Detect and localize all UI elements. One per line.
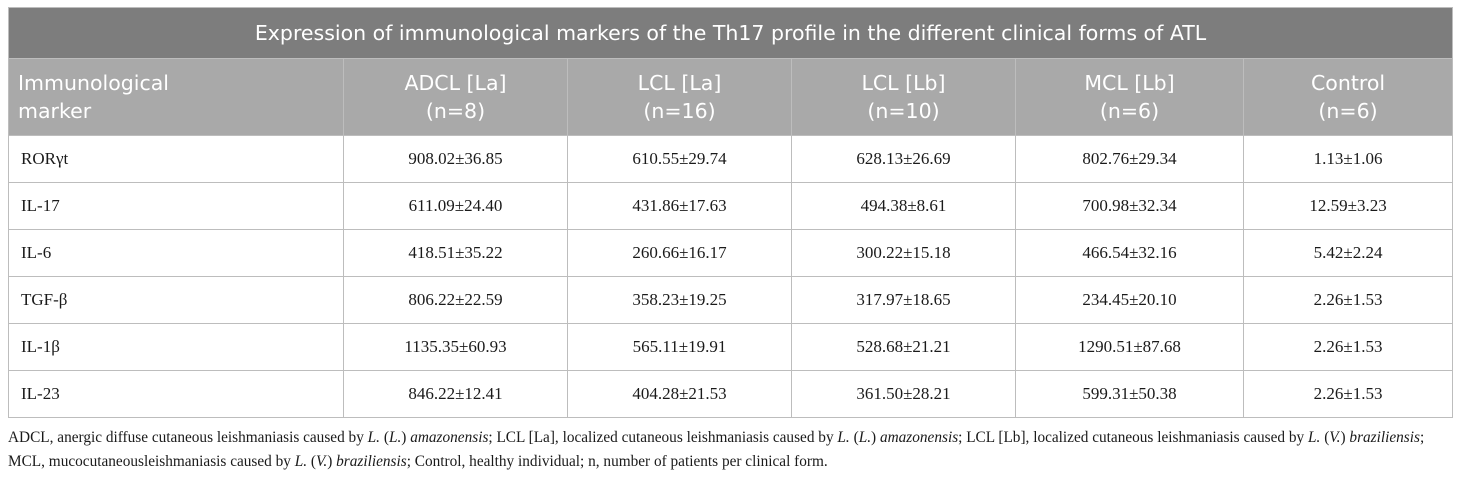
value-cell: 528.68±21.21 <box>791 323 1016 371</box>
value-cell: 358.23±19.25 <box>567 276 792 324</box>
column-header: LCL [La] (n=16) <box>567 58 792 136</box>
value-cell: 806.22±22.59 <box>343 276 568 324</box>
table-row: IL-23 846.22±12.41 404.28±21.53 361.50±28.2… <box>8 370 1454 418</box>
value-cell: 300.22±15.18 <box>791 229 1016 277</box>
value-cell: 466.54±32.16 <box>1015 229 1244 277</box>
data-table: Expression of immunological markers of t… <box>7 7 1454 418</box>
value-cell: 361.50±28.21 <box>791 370 1016 418</box>
footnote-italic-segment: L. <box>858 429 872 446</box>
column-header-line2: (n=16) <box>643 99 716 123</box>
value-cell: 599.31±50.38 <box>1015 370 1244 418</box>
table-row: RORγt 908.02±36.85 610.55±29.74 628.13±26.6… <box>8 135 1454 183</box>
footnote-segment: ( <box>380 429 389 446</box>
table-row: IL-1β 1135.35±60.93 565.11±19.91 528.68±21.… <box>8 323 1454 371</box>
value-cell: 1.13±1.06 <box>1242 135 1454 183</box>
footnote-segment: ) <box>1340 429 1350 446</box>
column-header-line2: (n=6) <box>1099 99 1160 123</box>
column-header-line2: (n=6) <box>1318 99 1378 123</box>
marker-name-cell: TGF-β <box>8 276 344 324</box>
value-cell: 2.26±1.53 <box>1242 323 1454 371</box>
value-cell: 565.11±19.91 <box>567 323 792 371</box>
value-cell: 628.13±26.69 <box>791 135 1016 183</box>
footnote-italic-segment: L. <box>367 429 381 446</box>
column-header-line1: LCL [Lb] <box>861 71 946 95</box>
marker-name-cell: IL-1β <box>8 323 344 371</box>
column-header-line2: marker <box>18 99 92 123</box>
footnote-italic-segment: braziliensis <box>336 453 407 470</box>
footnote-segment: ) <box>401 429 411 446</box>
column-header-line1: Control <box>1310 71 1386 95</box>
marker-name-cell: IL-6 <box>8 229 344 277</box>
value-cell: 1290.51±87.68 <box>1015 323 1244 371</box>
value-cell: 260.66±16.17 <box>567 229 792 277</box>
footnote-segment: ; MCL, mucocutaneousleishmaniasis caused… <box>8 429 1425 470</box>
column-header-line1: LCL [La] <box>637 71 722 95</box>
footnote-segment: ; LCL [La], localized cutaneous leishman… <box>488 429 838 446</box>
value-cell: 700.98±32.34 <box>1015 182 1244 230</box>
column-header-line1: Immunological <box>18 71 169 95</box>
value-cell: 802.76±29.34 <box>1015 135 1244 183</box>
marker-name-cell: RORγt <box>8 135 344 183</box>
value-cell: 1135.35±60.93 <box>343 323 568 371</box>
footnote-segment: ) <box>327 453 337 470</box>
footnote-segment: ADCL, anergic diffuse cutaneous leishman… <box>8 429 368 446</box>
footnote-italic-segment: V. <box>1329 429 1341 446</box>
column-header: LCL [Lb] (n=10) <box>791 58 1016 136</box>
column-header: Control (n=6) <box>1242 58 1454 136</box>
value-cell: 494.38±8.61 <box>791 182 1016 230</box>
value-cell: 908.02±36.85 <box>343 135 568 183</box>
footnote-italic-segment: braziliensis <box>1349 429 1420 446</box>
value-cell: 846.22±12.41 <box>343 370 568 418</box>
value-cell: 12.59±3.23 <box>1242 182 1454 230</box>
footnote-italic-segment: L. <box>837 429 850 446</box>
table-row: IL-17 611.09±24.40 431.86±17.63 494.38±8.61… <box>8 182 1454 230</box>
table-body: RORγt 908.02±36.85 610.55±29.74 628.13±26.6… <box>8 135 1454 418</box>
footnote-italic-segment: L. <box>388 429 402 446</box>
value-cell: 5.42±2.24 <box>1242 229 1454 277</box>
footnote-segment: ; LCL [Lb], localized cutaneous leishman… <box>958 429 1309 446</box>
footnote-italic-segment: V. <box>316 453 328 470</box>
footnote-segment: ( <box>849 429 859 446</box>
table-footnote: ADCL, anergic diffuse cutaneous leishman… <box>8 426 1454 474</box>
footnote-segment: ( <box>307 453 317 470</box>
value-cell: 234.45±20.10 <box>1015 276 1244 324</box>
footnote-segment: ; Control, healthy individual; n, number… <box>406 453 828 470</box>
value-cell: 418.51±35.22 <box>343 229 568 277</box>
value-cell: 611.09±24.40 <box>343 182 568 230</box>
table-row: TGF-β 806.22±22.59 358.23±19.25 317.97±18.6… <box>8 276 1454 324</box>
column-header: ADCL [La] (n=8) <box>343 58 568 136</box>
marker-name-cell: IL-17 <box>8 182 344 230</box>
value-cell: 610.55±29.74 <box>567 135 792 183</box>
value-cell: 431.86±17.63 <box>567 182 792 230</box>
column-header-line2: (n=10) <box>867 99 940 123</box>
column-header: Immunological marker <box>8 58 344 136</box>
column-header: MCL [Lb] (n=6) <box>1015 58 1244 136</box>
column-header-line1: ADCL [La] <box>404 71 507 95</box>
table-header-row: Immunological marker ADCL [La] (n=8) LCL [La… <box>8 58 1454 136</box>
value-cell: 2.26±1.53 <box>1242 276 1454 324</box>
column-header-line2: (n=8) <box>425 99 486 123</box>
footnote-italic-segment: L. <box>1308 429 1321 446</box>
table-caption: Expression of immunological markers of t… <box>7 7 1454 59</box>
table-caption-row: Expression of immunological markers of t… <box>7 7 1454 59</box>
table-row: IL-6 418.51±35.22 260.66±16.17 300.22±15.18… <box>8 229 1454 277</box>
footnote-italic-segment: amazonensis <box>410 429 489 446</box>
marker-name-cell: IL-23 <box>8 370 344 418</box>
footnote-segment: ) <box>871 429 880 446</box>
table-container: Expression of immunological markers of t… <box>7 7 1454 418</box>
footnote-italic-segment: L. <box>294 453 308 470</box>
value-cell: 404.28±21.53 <box>567 370 792 418</box>
footnote-italic-segment: amazonensis <box>879 429 959 446</box>
value-cell: 2.26±1.53 <box>1242 370 1454 418</box>
column-header-line1: MCL [Lb] <box>1084 71 1175 95</box>
value-cell: 317.97±18.65 <box>791 276 1016 324</box>
footnote-segment: ( <box>1320 429 1330 446</box>
